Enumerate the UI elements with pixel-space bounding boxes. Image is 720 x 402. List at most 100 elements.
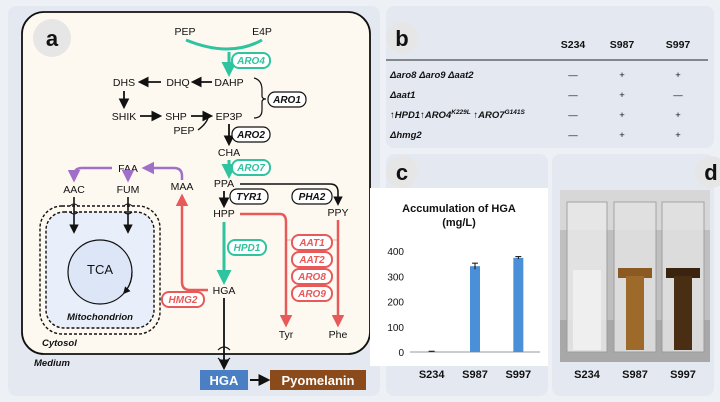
aro1-brace	[253, 77, 267, 119]
metabolite-fum: FUM	[117, 184, 140, 196]
svg-text:ARO1: ARO1	[272, 95, 301, 106]
table-cell: —	[568, 130, 578, 141]
metabolite-e4p: E4P	[252, 26, 272, 38]
svg-text:HPD1: HPD1	[234, 243, 261, 254]
bar	[513, 257, 524, 352]
metabolite-hpp: HPP	[213, 208, 235, 220]
panel-label-b: b	[395, 26, 408, 51]
table-header-s987: S987	[610, 39, 635, 51]
y-tick-label: 400	[387, 247, 404, 258]
metabolite-aac: AAC	[63, 184, 85, 196]
metabolite-ep3p: EP3P	[216, 111, 243, 123]
table-row-label: ↑HPD1↑ARO4K229L ↑ARO7G141S	[390, 109, 525, 121]
table-cell: +	[619, 110, 625, 121]
enzyme-aro8	[291, 268, 333, 285]
y-tick-label: 0	[398, 348, 404, 359]
svg-text:HMG2: HMG2	[169, 295, 198, 306]
table-cell: —	[568, 70, 578, 81]
mitochondrion-outer	[39, 205, 161, 335]
svg-text:AAT1: AAT1	[298, 238, 325, 249]
metabolite-shp: SHP	[165, 111, 187, 123]
panel-label-a: a	[46, 26, 59, 51]
metabolite-tyr: Tyr	[279, 329, 294, 341]
table-cell: —	[568, 110, 578, 121]
product-pyomelanin: Pyomelanin	[282, 373, 355, 388]
table-cell: +	[675, 70, 681, 81]
x-tick-label: S997	[505, 369, 531, 381]
panel-label-d: d	[704, 160, 717, 185]
cuvette-s234	[566, 201, 608, 353]
panel-d: d S234 S987 S997	[552, 154, 720, 396]
svg-text:ARO8: ARO8	[297, 272, 326, 283]
svg-text:AAT2: AAT2	[298, 255, 325, 266]
photo-label-s987: S987	[622, 369, 648, 381]
table-cell: +	[619, 70, 625, 81]
label-cytosol: Cytosol	[42, 338, 77, 349]
cuvette-s987	[613, 201, 657, 353]
panel-b-frame	[386, 6, 714, 148]
arrow-maa-to-faa	[141, 161, 184, 180]
photo-label-s997: S997	[670, 369, 696, 381]
metabolite-tca: TCA	[87, 262, 113, 277]
metabolite-dhs: DHS	[113, 77, 135, 89]
table-row-label: Δaro8 Δaro9 Δaat2	[389, 70, 474, 81]
svg-text:ARO9: ARO9	[297, 289, 326, 300]
metabolite-ppy: PPY	[327, 207, 348, 219]
enzyme-aro2	[231, 126, 271, 143]
svg-text:ARO7: ARO7	[236, 163, 265, 174]
product-hga-box	[200, 370, 248, 390]
product-pyomelanin-box	[270, 370, 366, 390]
arrow-hpp-to-tyr	[240, 212, 293, 328]
enzyme-aat2	[291, 251, 333, 268]
product-hga: HGA	[210, 373, 240, 388]
svg-text:ARO4: ARO4	[236, 56, 265, 67]
metabolite-pep-mid: PEP	[173, 125, 194, 137]
panel-c: c Accumulation of HGA (mg/L) 0 100 200 300 4…	[370, 154, 548, 396]
metabolite-faa: FAA	[118, 163, 138, 175]
enzyme-aro9	[291, 285, 333, 302]
table-cell: +	[675, 110, 681, 121]
label-medium: Medium	[34, 358, 70, 369]
table-cell: —	[673, 90, 683, 101]
x-tick-label: S987	[462, 369, 488, 381]
svg-text:TYR1: TYR1	[236, 192, 262, 203]
enzyme-hmg2	[161, 291, 205, 308]
panel-b: b S234 S987 S997 Δaro8 Δaro9 Δaat2 — + +…	[386, 6, 714, 148]
table-cell: —	[568, 90, 578, 101]
metabolite-ppa: PPA	[214, 178, 234, 190]
arrow-ppa-to-ppy	[240, 183, 343, 206]
panel-label-c: c	[396, 160, 408, 185]
enzyme-pha2	[291, 188, 333, 205]
enzyme-aat1	[291, 234, 333, 251]
arrow-aro4-merge	[185, 38, 263, 51]
table-cell: +	[619, 130, 625, 141]
chart-title: Accumulation of HGA	[402, 203, 516, 215]
enzyme-aro4	[231, 52, 271, 69]
table-row-label: Δhmg2	[389, 130, 422, 141]
table-cell: +	[675, 130, 681, 141]
panel-a: a PEP E4P ARO4 DAHP DHQ DHS SHIK SHP PEP…	[8, 6, 380, 396]
y-tick-label: 200	[387, 298, 404, 309]
svg-text:ARO2: ARO2	[236, 130, 265, 141]
table-cell: +	[619, 90, 625, 101]
enzyme-hpd1	[227, 239, 267, 256]
metabolite-pep-top: PEP	[174, 26, 195, 38]
metabolite-phe: Phe	[329, 329, 348, 341]
metabolite-hga: HGA	[213, 285, 236, 297]
table-header-s234: S234	[561, 39, 586, 51]
photo-label-s234: S234	[574, 369, 601, 381]
table-row-label: Δaat1	[389, 90, 415, 101]
metabolite-maa: MAA	[171, 181, 194, 193]
arrow-hga-to-maa	[175, 193, 208, 292]
y-tick-label: 100	[387, 323, 404, 334]
enzyme-aro7	[231, 159, 271, 176]
metabolite-cha: CHA	[218, 147, 240, 159]
chart-subtitle: (mg/L)	[442, 217, 476, 229]
enzyme-tyr1	[229, 188, 269, 205]
bar	[470, 266, 480, 352]
svg-text:PHA2: PHA2	[299, 192, 326, 203]
hga-bar-chart: 0 100 200 300 400 S234 S987 S997	[387, 247, 540, 381]
label-mitochondrion: Mitochondrion	[67, 312, 133, 323]
metabolite-shik: SHIK	[112, 111, 137, 123]
metabolite-dahp: DAHP	[214, 77, 243, 89]
